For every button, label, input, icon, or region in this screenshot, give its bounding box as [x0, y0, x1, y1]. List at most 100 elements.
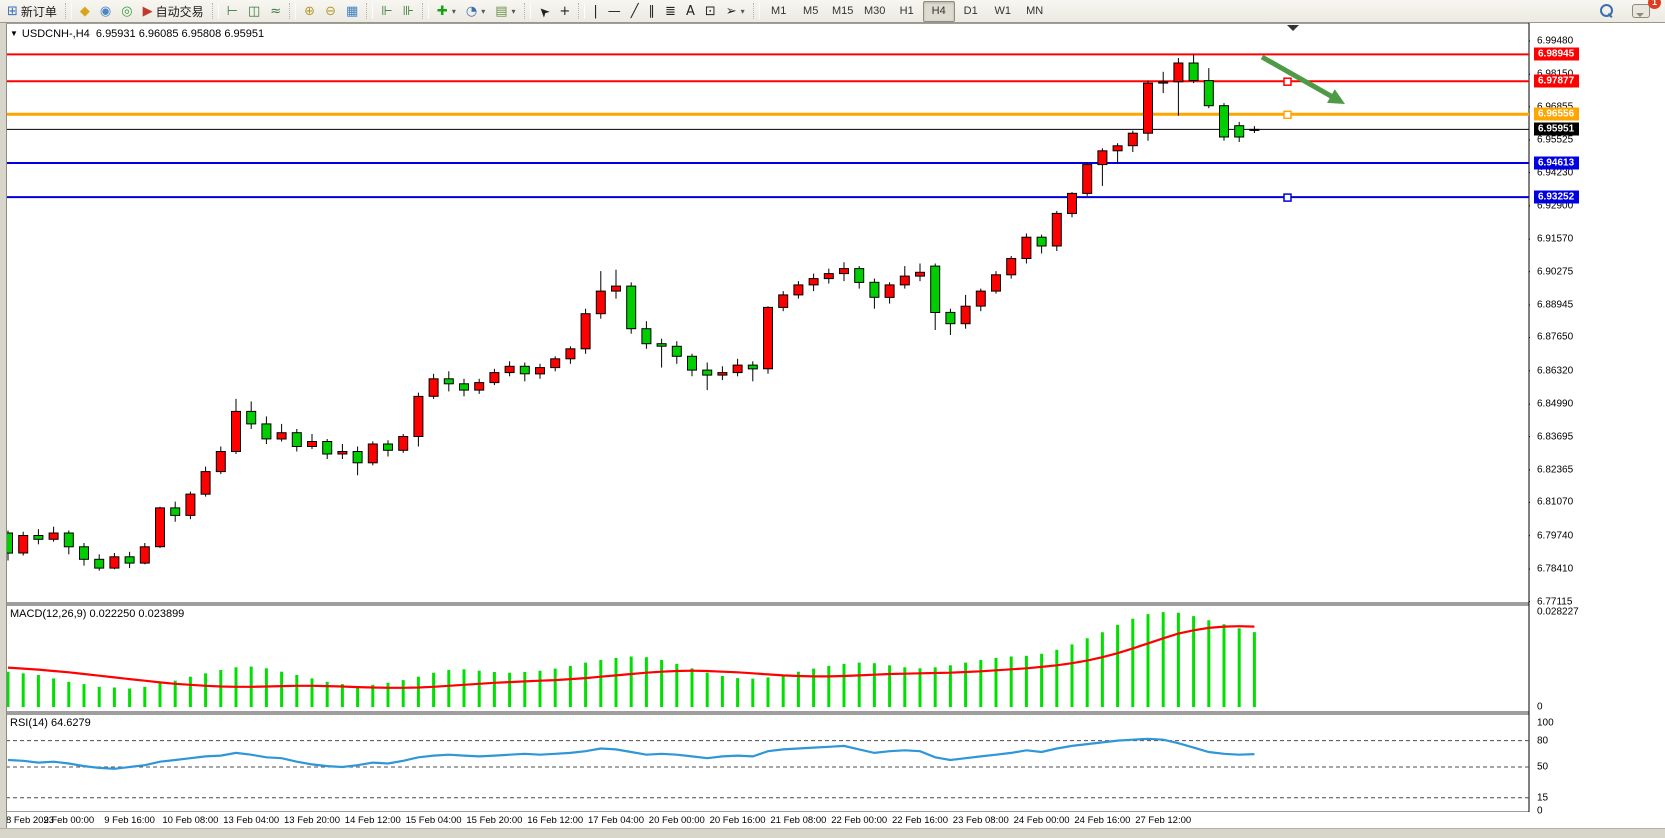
price-tick-label: 6.84990: [1537, 398, 1574, 410]
price-line-label-6.95951: 6.95951: [1534, 122, 1580, 136]
toolbar-separator: [366, 3, 374, 19]
candle-body: [671, 345, 682, 357]
trend-arrow-head[interactable]: [1327, 89, 1345, 104]
price-tick-label: 6.87650: [1537, 331, 1574, 343]
rsi-axis-label: 100: [1537, 717, 1554, 729]
timeframe-toolbar: M1 M5 M15 M30 H1 H4 D1 W1 MN: [763, 0, 1051, 22]
auto-trading-button[interactable]: ▶ 自动交易: [138, 1, 209, 22]
zoom-out-icon: ⊖: [325, 3, 336, 19]
cursor-button[interactable]: ➤: [534, 1, 555, 22]
date-label: 16 Feb 12:00: [527, 815, 584, 826]
candle-body: [899, 275, 910, 286]
candle-body: [641, 328, 652, 345]
candle-body: [611, 285, 621, 292]
chart-shift-marker-icon[interactable]: [1287, 25, 1299, 31]
toolbar-separator: [211, 3, 219, 19]
new-order-button[interactable]: ⊞ 新订单: [2, 1, 62, 22]
candle-body: [550, 358, 561, 369]
toolbar-groups: ⊞ 新订单 ◆ ◉ ◎ ▶ 自动交易 ⊢ ◫ ≈ ⊕ ⊖ ▦ ⊩ ⊪ ✚ ▾ ◔ ▾ ▤ ▾ ➤ + | — ╱ ∥ ≣ A ⊡ ➢ ▾: [2, 1, 763, 22]
zoom-in-icon: ⊕: [304, 3, 316, 19]
timeframe-w1-button[interactable]: W1: [994, 4, 1011, 17]
price-tick-label: 6.99480: [1537, 35, 1574, 47]
candle-body: [48, 532, 59, 540]
candle-body: [124, 556, 135, 564]
trend-arrow-line[interactable]: [1260, 54, 1338, 102]
timeframe-h4-button[interactable]: H4: [922, 0, 955, 22]
strategy-tester-button[interactable]: ⊪: [398, 1, 419, 22]
zoom-out-button[interactable]: ⊖: [320, 1, 341, 22]
equidistant-channel-icon: ∥: [648, 3, 656, 19]
main-toolbar: ⊞ 新订单 ◆ ◉ ◎ ▶ 自动交易 ⊢ ◫ ≈ ⊕ ⊖ ▦ ⊩ ⊪ ✚ ▾ ◔ ▾ ▤ ▾ ➤ + | — ╱ ∥ ≣ A ⊡ ➢ ▾ M1…: [0, 0, 1665, 23]
timeframe-m1-button[interactable]: M1: [771, 4, 787, 17]
market-icon[interactable]: ◆: [75, 1, 95, 22]
candle-body: [1067, 192, 1077, 214]
period-button[interactable]: ◔ ▾: [461, 1, 490, 22]
fibonacci-button[interactable]: ≣: [660, 1, 681, 22]
text-icon: A: [685, 3, 695, 19]
chevron-down-icon: ▾: [511, 6, 516, 16]
horizontal-line-icon: —: [607, 3, 621, 19]
candle-body: [793, 284, 804, 296]
candle-body: [215, 451, 226, 473]
toolbar-separator: [64, 3, 72, 19]
hline-handle[interactable]: [1283, 77, 1292, 86]
auto-trading-button-label: 自动交易: [155, 4, 204, 19]
candle-body: [1082, 164, 1093, 194]
signals-icon[interactable]: ◎: [116, 1, 137, 22]
candlestick-chart-button[interactable]: ◫: [243, 1, 265, 22]
tile-windows-button[interactable]: ▦: [341, 1, 363, 22]
hline-handle[interactable]: [1283, 193, 1292, 202]
text-button[interactable]: A: [681, 1, 700, 22]
rsi-axis-label: 50: [1537, 761, 1549, 773]
chart-expander-icon[interactable]: ▼: [10, 29, 18, 38]
candle-body: [1127, 132, 1138, 147]
timeframe-m15-button[interactable]: M15: [831, 4, 854, 17]
zoom-in-button[interactable]: ⊕: [299, 1, 320, 22]
signals-icon-icon: ◎: [121, 3, 133, 19]
line-chart-button[interactable]: ≈: [265, 1, 286, 22]
timeframe-m5-button[interactable]: M5: [803, 4, 819, 17]
template-button[interactable]: ▤ ▾: [490, 1, 520, 22]
date-label: 10 Feb 08:00: [162, 815, 219, 826]
chart-canvas[interactable]: [0, 23, 1665, 829]
date-label: 21 Feb 08:00: [770, 815, 827, 826]
timeframe-d1-button[interactable]: D1: [963, 4, 978, 17]
timeframe-mn-button[interactable]: MN: [1026, 4, 1044, 17]
chat-button[interactable]: 1: [1627, 0, 1661, 22]
candle-body: [732, 364, 743, 374]
crosshair-button[interactable]: +: [554, 1, 575, 22]
arrows-icon: ➢: [725, 3, 737, 19]
timeframe-h1-button[interactable]: H1: [899, 4, 914, 17]
arrows-button[interactable]: ➢ ▾: [721, 1, 750, 22]
candle-body: [109, 556, 120, 569]
candle-body: [519, 365, 530, 375]
text-label-button[interactable]: ⊡: [700, 1, 721, 22]
candle-body: [1051, 212, 1062, 247]
data-window-button[interactable]: ⊩: [376, 1, 397, 22]
candle-body: [94, 558, 105, 569]
date-axis[interactable]: 8 Feb 2023 9 Feb 00:00 9 Feb 16:00 10 Feb 0…: [0, 812, 1530, 829]
candle-body: [139, 546, 150, 564]
add-indicator-button[interactable]: ✚ ▾: [432, 1, 461, 22]
new-order-icon: ⊞: [7, 3, 18, 19]
candle-body: [823, 273, 834, 280]
add-indicator-icon: ✚: [436, 3, 448, 19]
price-axis[interactable]: 6.99480 6.98150 6.96855 6.95525 6.94230 6.929…: [1530, 23, 1665, 817]
hline-handle[interactable]: [1283, 110, 1292, 120]
trendline-icon: ╱: [630, 3, 639, 19]
candle-body: [352, 451, 363, 464]
date-label: 17 Feb 04:00: [588, 815, 644, 826]
candle-body: [945, 311, 956, 325]
candle-body: [33, 535, 44, 540]
trendline-button[interactable]: ╱: [626, 1, 644, 22]
horizontal-line-button[interactable]: —: [603, 1, 626, 22]
vertical-line-button[interactable]: |: [588, 1, 602, 22]
search-button[interactable]: [1595, 1, 1619, 22]
timeframe-m30-button[interactable]: M30: [863, 4, 886, 17]
profile-icon[interactable]: ◉: [95, 1, 116, 22]
candle-body: [854, 268, 865, 283]
equidistant-channel-button[interactable]: ∥: [644, 1, 661, 22]
bar-chart-button[interactable]: ⊢: [222, 1, 243, 22]
candle-body: [246, 410, 257, 425]
candle-body: [580, 313, 591, 350]
